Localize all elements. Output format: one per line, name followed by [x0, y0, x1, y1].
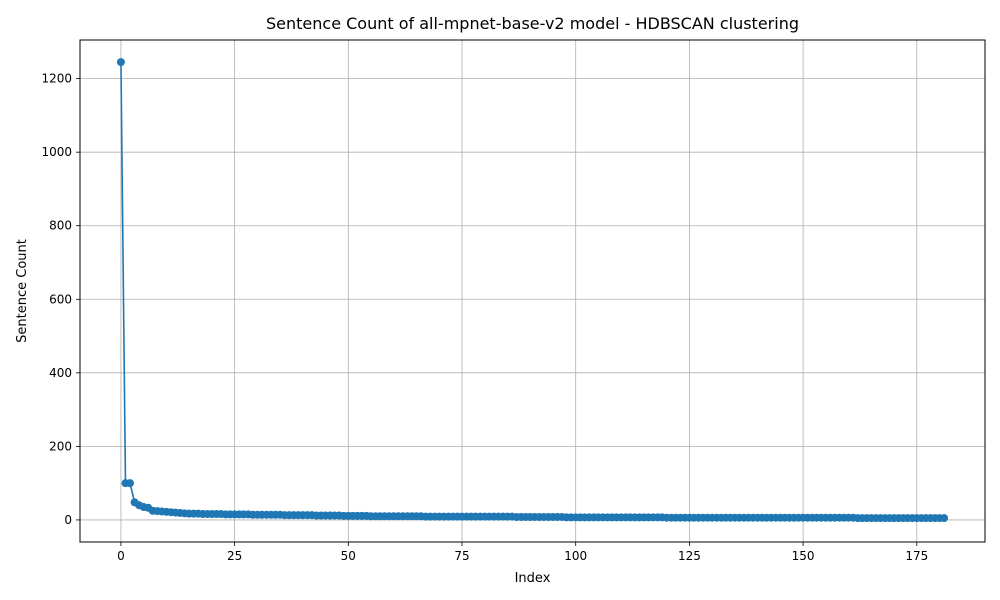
y-tick-label: 1000 — [41, 145, 72, 159]
y-tick-label: 400 — [49, 366, 72, 380]
y-tick-label: 600 — [49, 292, 72, 306]
y-tick-label: 200 — [49, 439, 72, 453]
data-point — [116, 58, 125, 67]
x-tick-label: 125 — [678, 549, 701, 563]
x-tick-label: 150 — [792, 549, 815, 563]
y-tick-label: 800 — [49, 219, 72, 233]
grid — [80, 40, 985, 542]
y-tick-label: 0 — [64, 513, 72, 527]
x-tick-label: 0 — [117, 549, 125, 563]
plot-frame — [79, 39, 986, 543]
x-tick-label: 175 — [905, 549, 928, 563]
x-tick-label: 100 — [564, 549, 587, 563]
x-tick-label: 50 — [341, 549, 356, 563]
x-tick-label: 75 — [454, 549, 469, 563]
data-point — [126, 479, 135, 488]
x-axis-label: Index — [515, 571, 551, 586]
series-line — [116, 58, 949, 523]
data-point — [940, 514, 949, 523]
axis-ticks: 0 25 50 75 100 125 150 175 0 200 400 600 800 1000 1200 — [41, 72, 928, 563]
x-tick-label: 25 — [227, 549, 242, 563]
chart-title: Sentence Count of all-mpnet-base-v2 mode… — [266, 14, 799, 33]
y-axis-label: Sentence Count — [15, 239, 30, 343]
y-tick-label: 1200 — [41, 72, 72, 86]
